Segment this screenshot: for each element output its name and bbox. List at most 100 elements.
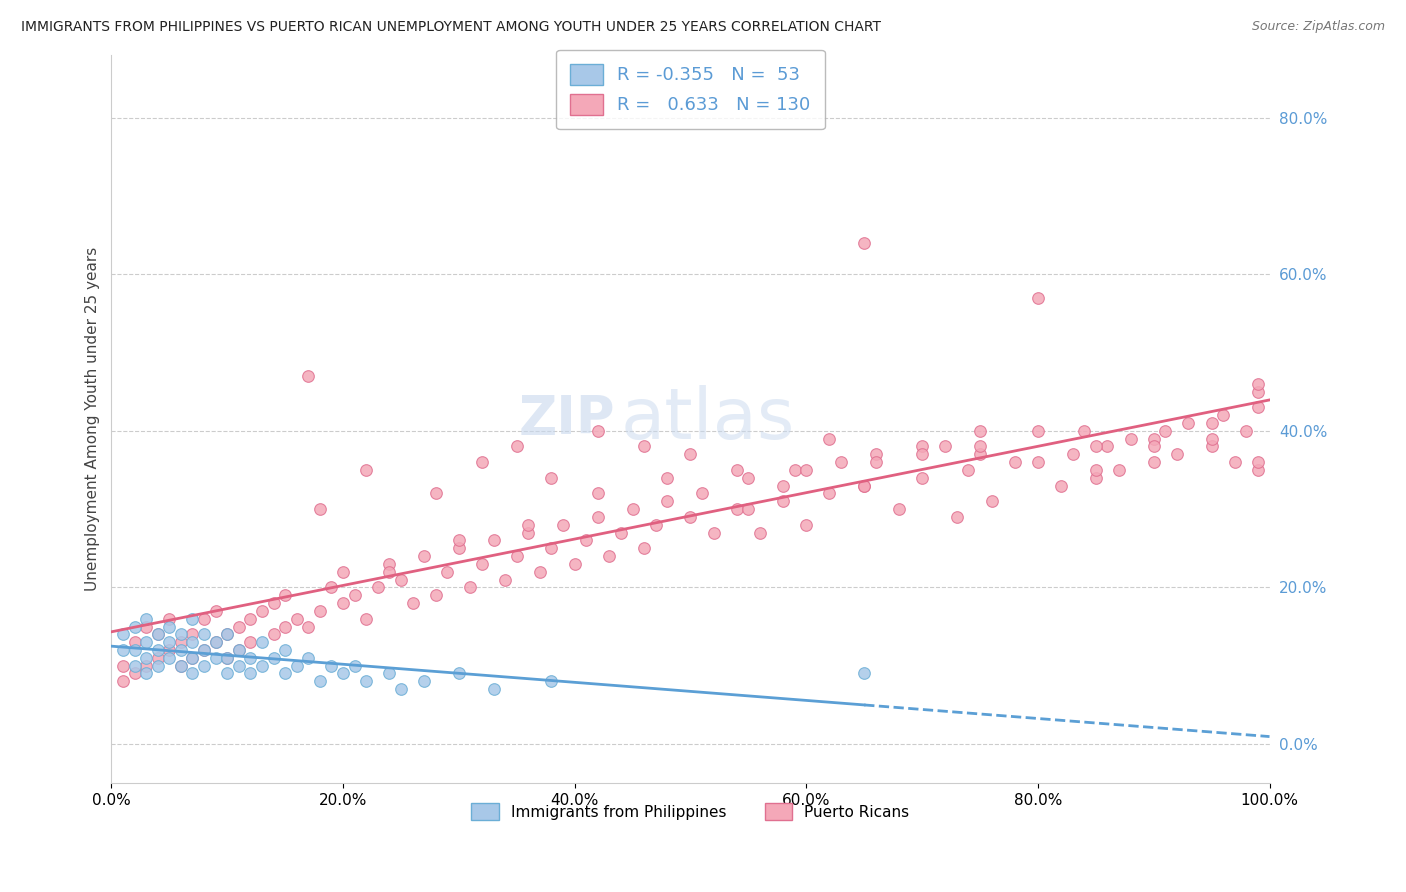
- Point: [157, 612, 180, 626]
- Point: [204, 604, 226, 618]
- Point: [378, 557, 401, 571]
- Point: [146, 627, 169, 641]
- Point: [217, 666, 239, 681]
- Point: [783, 463, 806, 477]
- Point: [425, 486, 447, 500]
- Point: [274, 619, 297, 633]
- Point: [1177, 416, 1199, 430]
- Point: [980, 494, 1002, 508]
- Point: [586, 424, 609, 438]
- Point: [124, 658, 146, 673]
- Point: [633, 440, 655, 454]
- Point: [586, 486, 609, 500]
- Point: [354, 463, 377, 477]
- Point: [204, 635, 226, 649]
- Point: [737, 471, 759, 485]
- Point: [146, 627, 169, 641]
- Point: [969, 424, 991, 438]
- Point: [228, 643, 250, 657]
- Point: [853, 666, 876, 681]
- Point: [181, 650, 204, 665]
- Point: [1084, 463, 1107, 477]
- Point: [413, 549, 436, 563]
- Point: [354, 674, 377, 689]
- Point: [297, 619, 319, 633]
- Point: [818, 486, 841, 500]
- Point: [610, 525, 633, 540]
- Point: [217, 627, 239, 641]
- Point: [297, 650, 319, 665]
- Point: [1234, 424, 1257, 438]
- Point: [471, 455, 494, 469]
- Point: [146, 658, 169, 673]
- Point: [111, 643, 134, 657]
- Point: [239, 635, 262, 649]
- Point: [274, 643, 297, 657]
- Point: [135, 619, 157, 633]
- Point: [725, 463, 748, 477]
- Point: [436, 565, 458, 579]
- Point: [239, 612, 262, 626]
- Point: [540, 674, 562, 689]
- Point: [170, 658, 193, 673]
- Point: [1247, 463, 1270, 477]
- Point: [749, 525, 772, 540]
- Point: [124, 643, 146, 657]
- Point: [378, 666, 401, 681]
- Point: [193, 658, 215, 673]
- Point: [679, 447, 702, 461]
- Point: [135, 635, 157, 649]
- Point: [263, 627, 285, 641]
- Text: atlas: atlas: [621, 384, 796, 454]
- Point: [1143, 432, 1166, 446]
- Point: [1108, 463, 1130, 477]
- Point: [274, 588, 297, 602]
- Point: [911, 440, 934, 454]
- Point: [1166, 447, 1188, 461]
- Point: [425, 588, 447, 602]
- Point: [170, 627, 193, 641]
- Point: [157, 635, 180, 649]
- Point: [1201, 416, 1223, 430]
- Point: [506, 549, 529, 563]
- Point: [794, 463, 817, 477]
- Point: [865, 447, 887, 461]
- Point: [193, 643, 215, 657]
- Point: [633, 541, 655, 556]
- Point: [343, 658, 366, 673]
- Point: [204, 650, 226, 665]
- Point: [657, 494, 679, 508]
- Point: [378, 565, 401, 579]
- Point: [1212, 408, 1234, 422]
- Point: [146, 643, 169, 657]
- Point: [297, 369, 319, 384]
- Point: [644, 517, 666, 532]
- Point: [111, 674, 134, 689]
- Point: [1201, 440, 1223, 454]
- Point: [1026, 291, 1049, 305]
- Point: [586, 510, 609, 524]
- Point: [193, 627, 215, 641]
- Point: [228, 619, 250, 633]
- Point: [957, 463, 980, 477]
- Point: [193, 643, 215, 657]
- Point: [1050, 478, 1073, 492]
- Point: [1247, 401, 1270, 415]
- Point: [460, 580, 482, 594]
- Point: [830, 455, 852, 469]
- Point: [575, 533, 598, 548]
- Point: [725, 502, 748, 516]
- Point: [157, 619, 180, 633]
- Point: [332, 666, 354, 681]
- Point: [285, 658, 308, 673]
- Text: ZIP: ZIP: [519, 393, 616, 445]
- Point: [657, 471, 679, 485]
- Point: [124, 635, 146, 649]
- Point: [239, 666, 262, 681]
- Point: [389, 682, 412, 697]
- Point: [181, 635, 204, 649]
- Point: [1223, 455, 1246, 469]
- Point: [263, 650, 285, 665]
- Point: [551, 517, 574, 532]
- Text: IMMIGRANTS FROM PHILIPPINES VS PUERTO RICAN UNEMPLOYMENT AMONG YOUTH UNDER 25 YE: IMMIGRANTS FROM PHILIPPINES VS PUERTO RI…: [21, 20, 882, 34]
